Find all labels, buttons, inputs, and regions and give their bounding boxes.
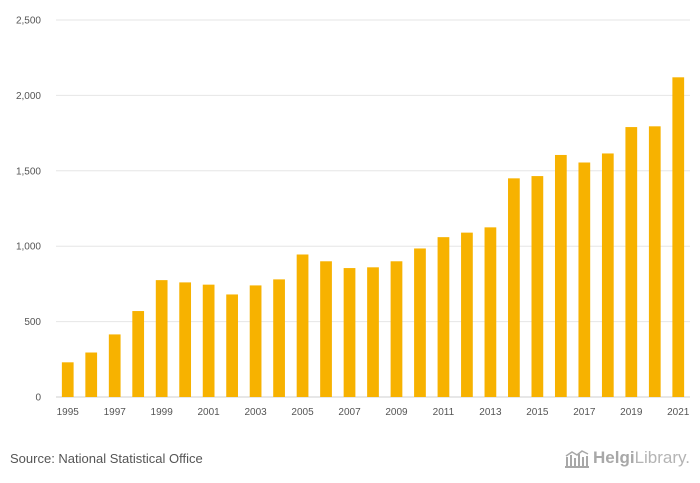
helgi-library-logo[interactable]: Helgi Library. (564, 448, 690, 468)
bar-1995[interactable] (61, 362, 74, 397)
y-tick-label: 2,000 (16, 91, 41, 102)
chart-footer: Source: National Statistical Office Helg… (0, 440, 700, 483)
bars (61, 77, 685, 398)
x-tick-label: 2019 (620, 407, 643, 418)
bar-2011[interactable] (437, 237, 450, 397)
x-tick-label: 2011 (433, 407, 455, 418)
library-building-icon (565, 450, 589, 468)
x-tick-label: 2015 (526, 407, 549, 418)
bar-2001[interactable] (202, 284, 215, 397)
bar-2017[interactable] (578, 162, 591, 397)
x-tick-label: 2005 (291, 407, 314, 418)
bar-2014[interactable] (508, 178, 520, 397)
bar-2009[interactable] (390, 261, 403, 397)
bar-2003[interactable] (249, 285, 262, 397)
y-tick-label: 1,000 (16, 242, 41, 253)
bar-1998[interactable] (132, 311, 145, 397)
bar-2021[interactable] (672, 77, 685, 397)
y-axis-tick-labels: 0 500 1,000 1,500 2,000 2,500 (16, 16, 41, 404)
bar-2020[interactable] (648, 126, 661, 398)
x-tick-label: 2007 (338, 407, 361, 418)
x-tick-label: 1999 (151, 407, 174, 418)
x-tick-label: 2017 (573, 407, 596, 418)
bar-2004[interactable] (273, 279, 285, 397)
bar-1999[interactable] (155, 280, 168, 397)
bar-2015[interactable] (531, 176, 544, 397)
bar-2010[interactable] (414, 248, 426, 397)
x-axis-tick-labels: 1995 1997 1999 2001 2003 2005 2007 2009 2011 2013… (57, 407, 690, 418)
bar-2018[interactable] (601, 153, 614, 397)
y-tick-label: 0 (35, 393, 41, 404)
bar-2019[interactable] (625, 127, 638, 398)
x-tick-label: 2003 (244, 407, 267, 418)
x-tick-label: 1997 (104, 407, 127, 418)
bar-2002[interactable] (226, 294, 238, 397)
logo-text-light: Library. (634, 448, 690, 467)
bar-chart: 0 500 1,000 1,500 2,000 2,500 1995 1997 1999 200… (16, 16, 690, 418)
x-tick-label: 2001 (198, 407, 221, 418)
x-tick-label: 1995 (57, 407, 80, 418)
y-tick-label: 500 (24, 317, 41, 328)
bar-2008[interactable] (367, 267, 379, 397)
source-note: Source: National Statistical Office (10, 451, 203, 466)
x-tick-label: 2009 (385, 407, 408, 418)
bar-2016[interactable] (554, 154, 567, 397)
bar-2006[interactable] (320, 261, 332, 397)
y-tick-label: 2,500 (16, 16, 41, 27)
bar-2012[interactable] (461, 232, 473, 397)
x-tick-label: 2021 (667, 407, 690, 418)
bar-2000[interactable] (179, 282, 192, 397)
bar-2013[interactable] (484, 227, 497, 397)
logo-text-bold: Helgi (593, 448, 635, 467)
x-tick-label: 2013 (479, 407, 502, 418)
y-tick-label: 1,500 (16, 166, 41, 177)
bar-2007[interactable] (343, 268, 356, 397)
bar-1996[interactable] (85, 352, 98, 397)
bar-1997[interactable] (108, 334, 121, 397)
bar-2005[interactable] (296, 254, 309, 397)
